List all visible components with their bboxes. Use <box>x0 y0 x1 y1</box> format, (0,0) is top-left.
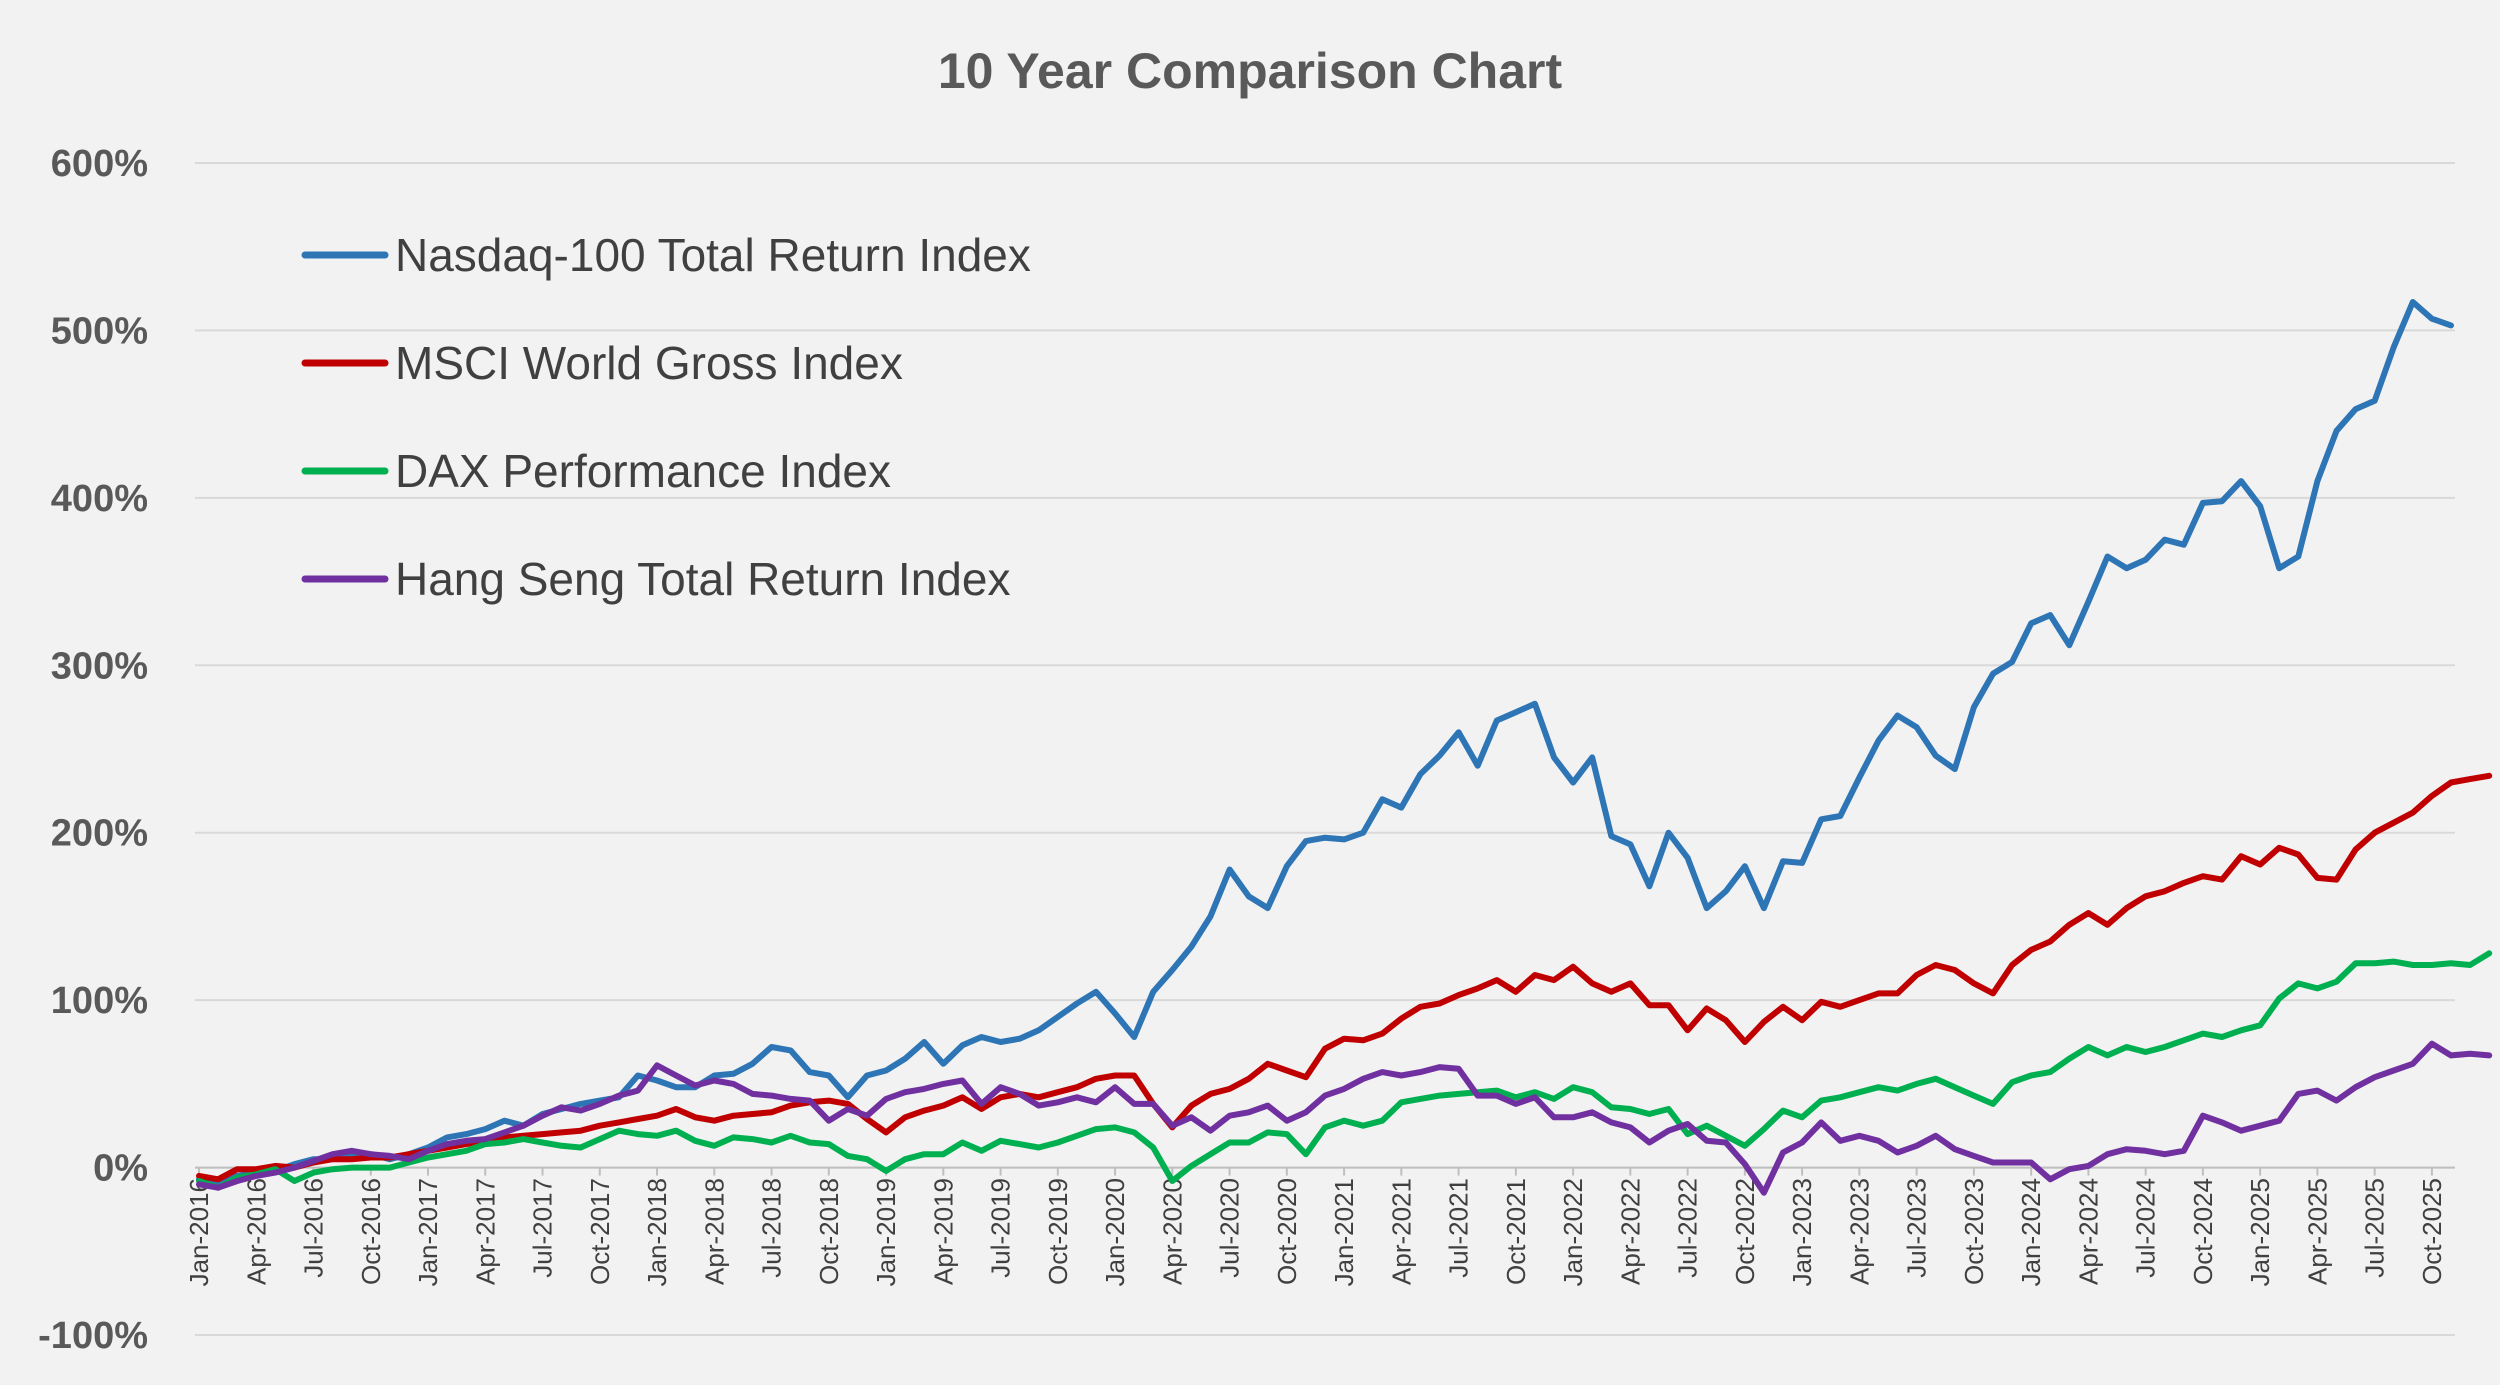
y-tick-label: 500% <box>51 310 148 352</box>
x-tick-label: Jan-2022 <box>1558 1178 1588 1286</box>
x-tick-label: Apr-2020 <box>1157 1178 1187 1285</box>
legend-label-msci-world-gross-index: MSCI World Gross Index <box>395 337 903 389</box>
x-tick-label: Jul-2019 <box>986 1178 1016 1278</box>
series-line-msci-world-gross-index <box>196 772 2493 1183</box>
y-tick-label: -100% <box>38 1315 148 1357</box>
x-tick-label: Jul-2021 <box>1444 1178 1474 1278</box>
x-tick-label: Oct-2018 <box>814 1178 844 1285</box>
x-tick-label: Oct-2020 <box>1272 1178 1302 1285</box>
x-tick-label: Jul-2025 <box>2360 1178 2390 1278</box>
x-tick-label: Apr-2025 <box>2302 1178 2332 1285</box>
chart-title: 10 Year Comparison Chart <box>938 43 1563 99</box>
y-tick-label: 600% <box>51 143 148 185</box>
x-tick-label: Jan-2017 <box>413 1178 443 1286</box>
x-tick-label: Apr-2019 <box>928 1178 958 1285</box>
x-tick-label: Jul-2018 <box>757 1178 787 1278</box>
x-tick-label: Apr-2018 <box>699 1178 729 1285</box>
x-tick-label: Oct-2021 <box>1501 1178 1531 1285</box>
x-tick-label: Oct-2022 <box>1730 1178 1760 1285</box>
x-tick-label: Jul-2024 <box>2131 1178 2161 1278</box>
series-line-nasdaq-100-total-return-index <box>196 299 2454 1188</box>
legend-label-dax-performance-index: DAX Performance Index <box>395 445 891 497</box>
legend-label-hang-seng-total-return-index: Hang Seng Total Return Index <box>395 553 1010 605</box>
x-tick-label: Jul-2022 <box>1673 1178 1703 1278</box>
x-tick-label: Jan-2023 <box>1787 1178 1817 1286</box>
series-line-dax-performance-index <box>196 950 2493 1191</box>
x-tick-label: Jan-2024 <box>2016 1178 2046 1286</box>
x-tick-label: Apr-2017 <box>470 1178 500 1285</box>
x-tick-label: Oct-2017 <box>585 1178 615 1285</box>
x-tick-label: Apr-2016 <box>241 1178 271 1285</box>
x-tick-label: Jan-2021 <box>1329 1178 1359 1286</box>
gridlines <box>195 162 2455 1336</box>
series-line-hang-seng-total-return-index <box>196 1040 2493 1196</box>
x-tick-label: Oct-2025 <box>2417 1178 2447 1285</box>
y-tick-label: 200% <box>51 813 148 855</box>
x-tick-label: Jul-2023 <box>1902 1178 1932 1278</box>
y-tick-label: 100% <box>51 980 148 1022</box>
legend: Nasdaq-100 Total Return Index MSCI World … <box>301 229 1031 605</box>
y-tick-label: 300% <box>51 645 148 687</box>
x-tick-label: Oct-2016 <box>356 1178 386 1285</box>
x-tick-label: Jan-2018 <box>642 1178 672 1286</box>
y-tick-label: 400% <box>51 478 148 520</box>
x-tick-label: Jul-2017 <box>528 1178 558 1278</box>
x-tick-label: Apr-2021 <box>1386 1178 1416 1285</box>
x-tick-label: Oct-2024 <box>2188 1178 2218 1285</box>
x-axis-ticks: Jan-2016 Apr-2016 Jul-2016 Oct-2016 Jan-2017… <box>184 1167 2447 1286</box>
x-tick-label: Jan-2019 <box>871 1178 901 1286</box>
x-tick-label: Apr-2023 <box>1844 1178 1874 1285</box>
x-tick-label: Oct-2019 <box>1043 1178 1073 1285</box>
x-tick-label: Jan-2020 <box>1100 1178 1130 1286</box>
x-tick-label: Jan-2025 <box>2245 1178 2275 1286</box>
x-tick-label: Apr-2024 <box>2073 1178 2103 1285</box>
x-tick-label: Jan-2016 <box>184 1178 214 1286</box>
series-lines <box>196 299 2493 1196</box>
y-axis-ticks: -100% 0% 100% 200% 300% 400% 500% 600% <box>38 143 148 1357</box>
y-tick-label: 0% <box>93 1148 148 1190</box>
x-tick-label: Jul-2020 <box>1215 1178 1245 1278</box>
legend-label-nasdaq-100-total-return-index: Nasdaq-100 Total Return Index <box>395 229 1031 281</box>
x-tick-label: Oct-2023 <box>1959 1178 1989 1285</box>
x-tick-label: Apr-2022 <box>1615 1178 1645 1285</box>
x-tick-label: Jul-2016 <box>299 1178 329 1278</box>
